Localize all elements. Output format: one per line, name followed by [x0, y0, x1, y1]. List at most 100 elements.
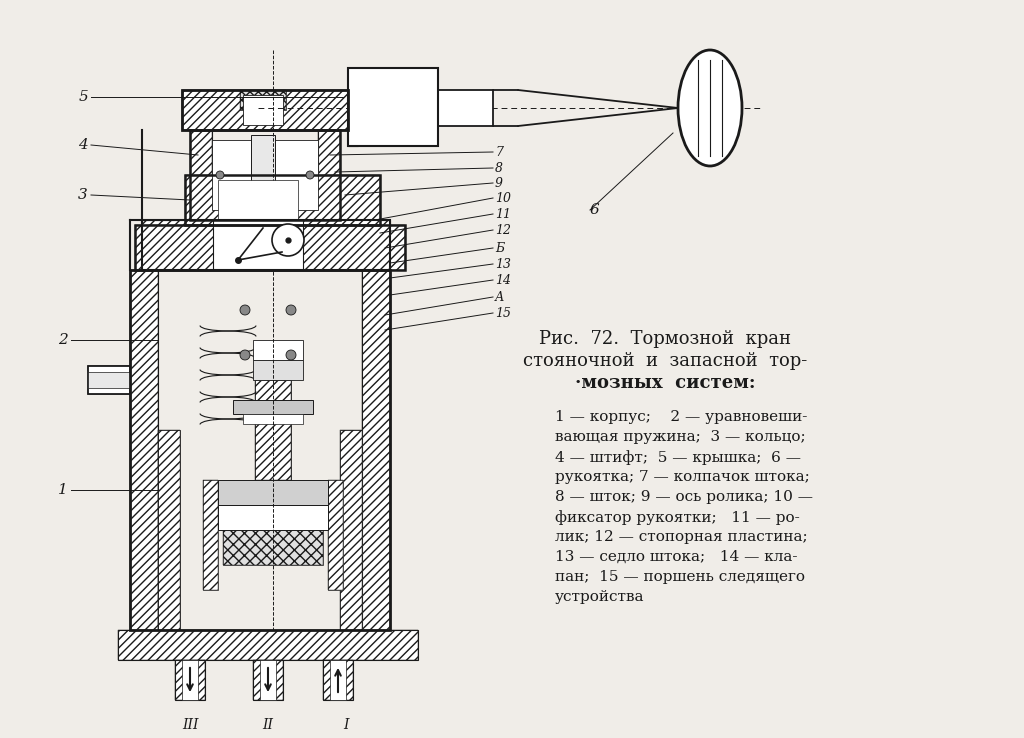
Bar [88, 366, 130, 371]
Bar [142, 220, 390, 270]
Text: 10: 10 [495, 191, 511, 204]
Bar [348, 68, 358, 146]
Bar [190, 130, 212, 220]
Text: III: III [181, 718, 199, 732]
Bar [212, 140, 318, 210]
Circle shape [240, 350, 250, 360]
Bar [88, 389, 130, 394]
Text: 5: 5 [78, 90, 88, 104]
Bar [135, 225, 406, 270]
Bar [190, 130, 212, 220]
Text: пан;  15 — поршень следящего: пан; 15 — поршень следящего [555, 570, 805, 584]
Bar [185, 175, 380, 225]
Bar [223, 530, 323, 565]
Bar [438, 90, 493, 126]
Bar [118, 630, 418, 660]
Text: 14: 14 [495, 274, 511, 286]
Bar [253, 660, 283, 700]
Bar [142, 220, 390, 270]
Text: 13: 13 [495, 258, 511, 271]
Text: 2: 2 [58, 333, 68, 347]
Circle shape [272, 224, 304, 256]
Bar [340, 430, 362, 630]
Bar [240, 90, 286, 110]
Text: ·мозных  систем:: ·мозных систем: [574, 374, 756, 392]
Bar [88, 372, 130, 388]
Text: А: А [495, 291, 505, 303]
Text: лик; 12 — стопорная пластина;: лик; 12 — стопорная пластина; [555, 530, 808, 544]
Text: 9: 9 [495, 176, 503, 190]
Bar [260, 660, 276, 700]
Text: 6: 6 [590, 203, 600, 217]
Bar [362, 270, 390, 630]
Bar [253, 360, 303, 380]
Text: стояночной  и  запасной  тор-: стояночной и запасной тор- [523, 352, 807, 370]
Ellipse shape [678, 50, 742, 166]
Bar [158, 430, 180, 630]
Circle shape [240, 305, 250, 315]
Bar [362, 270, 390, 630]
Text: рукоятка; 7 — колпачок штока;: рукоятка; 7 — колпачок штока; [555, 470, 810, 484]
Text: I: I [343, 718, 349, 732]
Bar [88, 366, 130, 371]
Bar [218, 180, 298, 220]
Bar [328, 480, 343, 590]
Bar [323, 660, 353, 700]
Bar [323, 660, 353, 700]
Bar [233, 400, 313, 414]
Circle shape [216, 171, 224, 179]
Text: 1 — корпус;    2 — уравновеши-: 1 — корпус; 2 — уравновеши- [555, 410, 807, 424]
Bar [135, 225, 406, 270]
Bar [251, 135, 275, 220]
Bar [203, 480, 218, 590]
Bar [158, 430, 180, 630]
Circle shape [286, 350, 296, 360]
Bar [348, 68, 358, 146]
Bar [142, 220, 390, 270]
Bar [88, 366, 130, 394]
Bar [255, 380, 291, 480]
Text: 11: 11 [495, 207, 511, 221]
Bar [330, 660, 346, 700]
Bar [213, 220, 303, 270]
Circle shape [306, 171, 314, 179]
Bar [182, 660, 198, 700]
Text: 8: 8 [495, 162, 503, 174]
Text: устройства: устройства [555, 590, 644, 604]
Text: 7: 7 [495, 145, 503, 159]
Bar [130, 270, 390, 630]
Bar [223, 530, 323, 565]
Bar [318, 130, 340, 220]
Text: 15: 15 [495, 306, 511, 320]
Bar [190, 130, 340, 220]
Bar [218, 480, 328, 505]
Text: 12: 12 [495, 224, 511, 236]
Text: 8 — шток; 9 — ось ролика; 10 —: 8 — шток; 9 — ось ролика; 10 — [555, 490, 813, 504]
Text: 3: 3 [78, 188, 88, 202]
Circle shape [286, 305, 296, 315]
Text: Б: Б [495, 241, 504, 255]
Bar [218, 505, 328, 530]
Bar [203, 480, 218, 590]
Text: 4: 4 [78, 138, 88, 152]
Bar [88, 389, 130, 394]
Bar [240, 90, 286, 110]
Bar [243, 414, 303, 424]
Bar [185, 175, 380, 225]
Text: 1: 1 [58, 483, 68, 497]
Bar [185, 175, 380, 225]
Bar [130, 270, 158, 630]
Bar [253, 660, 283, 700]
Text: 4 — штифт;  5 — крышка;  6 —: 4 — штифт; 5 — крышка; 6 — [555, 450, 801, 465]
Bar [182, 90, 348, 130]
Bar [118, 630, 418, 660]
Text: Рис.  72.  Тормозной  кран: Рис. 72. Тормозной кран [539, 330, 791, 348]
Bar [318, 130, 340, 220]
Bar [175, 660, 205, 700]
Text: 13 — седло штока;   14 — кла-: 13 — седло штока; 14 — кла- [555, 550, 798, 564]
Bar [348, 68, 438, 146]
Text: II: II [262, 718, 273, 732]
Bar [130, 270, 158, 630]
Bar [253, 340, 303, 360]
Bar [182, 90, 348, 130]
